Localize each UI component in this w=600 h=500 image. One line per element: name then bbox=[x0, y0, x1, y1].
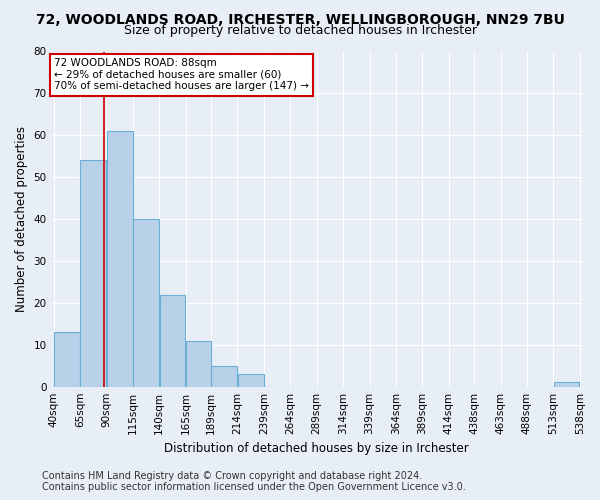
Bar bbox=[211, 366, 237, 386]
Text: 72, WOODLANDS ROAD, IRCHESTER, WELLINGBOROUGH, NN29 7BU: 72, WOODLANDS ROAD, IRCHESTER, WELLINGBO… bbox=[35, 12, 565, 26]
Text: Size of property relative to detached houses in Irchester: Size of property relative to detached ho… bbox=[124, 24, 476, 37]
Bar bbox=[133, 219, 159, 386]
Bar bbox=[554, 382, 580, 386]
Bar bbox=[186, 340, 211, 386]
X-axis label: Distribution of detached houses by size in Irchester: Distribution of detached houses by size … bbox=[164, 442, 469, 455]
Bar bbox=[107, 131, 133, 386]
Bar bbox=[238, 374, 263, 386]
Bar bbox=[80, 160, 106, 386]
Text: 72 WOODLANDS ROAD: 88sqm
← 29% of detached houses are smaller (60)
70% of semi-d: 72 WOODLANDS ROAD: 88sqm ← 29% of detach… bbox=[54, 58, 309, 92]
Y-axis label: Number of detached properties: Number of detached properties bbox=[15, 126, 28, 312]
Text: Contains HM Land Registry data © Crown copyright and database right 2024.
Contai: Contains HM Land Registry data © Crown c… bbox=[42, 471, 466, 492]
Bar bbox=[160, 294, 185, 386]
Bar bbox=[54, 332, 80, 386]
